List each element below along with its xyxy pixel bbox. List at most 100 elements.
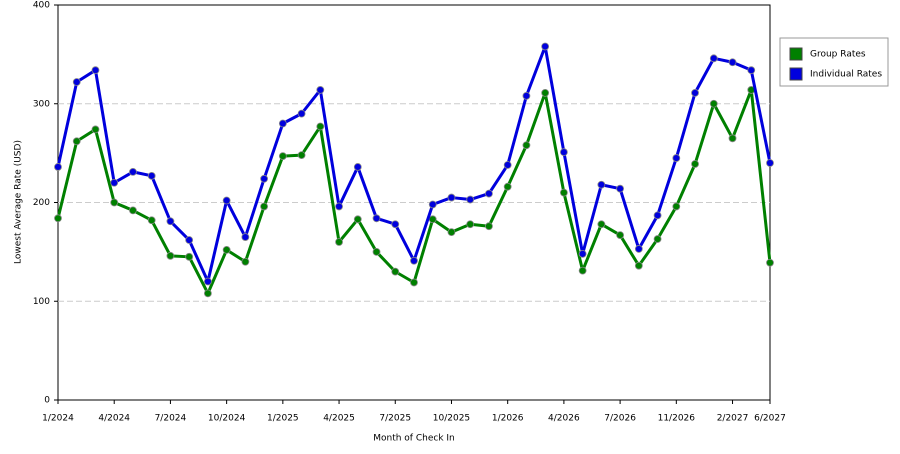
point xyxy=(541,42,550,51)
x-tick-label: 7/2024 xyxy=(155,414,187,424)
point xyxy=(616,231,625,239)
point xyxy=(316,86,325,94)
point xyxy=(278,119,287,128)
x-tick-label: 1/2024 xyxy=(42,414,74,424)
point xyxy=(166,217,175,226)
point xyxy=(691,88,699,97)
x-axis-label: Month of Check In xyxy=(373,434,455,444)
point xyxy=(485,189,493,198)
point xyxy=(316,122,325,131)
point xyxy=(260,174,269,183)
point xyxy=(278,152,287,160)
point xyxy=(766,258,774,267)
y-axis-label: Lowest Average Rate (USD) xyxy=(14,140,24,264)
point xyxy=(597,180,606,189)
point xyxy=(653,211,662,220)
point xyxy=(222,245,231,254)
point xyxy=(634,245,643,253)
point xyxy=(72,137,81,146)
y-tick-label: 300 xyxy=(33,99,50,109)
x-tick-label: 4/2025 xyxy=(323,414,355,424)
point xyxy=(203,277,212,286)
point xyxy=(391,267,400,276)
x-tick-label: 4/2024 xyxy=(98,414,130,424)
x-tick-label: 7/2026 xyxy=(604,414,636,424)
point xyxy=(297,151,306,160)
point xyxy=(147,171,156,180)
point xyxy=(747,66,756,75)
point xyxy=(578,266,587,275)
y-tick-label: 100 xyxy=(33,297,50,307)
point xyxy=(91,125,100,134)
point xyxy=(222,196,231,205)
legend-label: Group Rates xyxy=(810,50,866,60)
point xyxy=(672,154,681,162)
x-tick-label: 4/2026 xyxy=(548,414,580,424)
point xyxy=(129,167,137,176)
x-tick-label: 6/2027 xyxy=(754,414,786,424)
y-tick-label: 400 xyxy=(33,1,50,11)
point xyxy=(428,215,437,224)
point xyxy=(447,193,456,202)
point xyxy=(428,200,437,209)
point xyxy=(410,278,418,287)
point xyxy=(653,235,662,243)
point xyxy=(485,222,493,231)
point xyxy=(91,66,100,75)
point xyxy=(372,214,381,223)
y-tick-label: 200 xyxy=(33,198,50,208)
x-tick-label: 1/2026 xyxy=(492,414,524,424)
point xyxy=(335,238,343,246)
point xyxy=(559,188,568,197)
x-tick-label: 10/2025 xyxy=(433,414,470,424)
point xyxy=(672,202,681,211)
point xyxy=(241,233,250,241)
point xyxy=(260,202,269,211)
x-tick-label: 11/2026 xyxy=(658,414,696,424)
point xyxy=(110,198,119,207)
point xyxy=(297,109,306,118)
point xyxy=(578,249,587,258)
point xyxy=(353,163,362,171)
x-tick-label: 7/2025 xyxy=(379,414,411,424)
point xyxy=(353,215,362,224)
legend-swatch xyxy=(789,67,803,81)
point xyxy=(466,195,475,204)
point xyxy=(503,161,512,169)
point xyxy=(522,91,531,100)
point xyxy=(335,202,343,211)
point xyxy=(503,182,512,191)
point xyxy=(54,163,62,171)
point xyxy=(147,216,156,225)
point xyxy=(185,252,194,261)
y-tick-label: 0 xyxy=(44,396,50,406)
point xyxy=(634,261,643,270)
point xyxy=(129,206,137,215)
point xyxy=(241,257,250,266)
point xyxy=(110,178,119,187)
point xyxy=(709,99,718,108)
point xyxy=(728,58,737,67)
point xyxy=(72,78,81,86)
point xyxy=(203,289,212,298)
point xyxy=(185,236,194,244)
point xyxy=(728,134,737,143)
point xyxy=(447,228,456,237)
x-tick-label: 2/2027 xyxy=(717,414,749,424)
point xyxy=(691,160,699,168)
point xyxy=(54,214,62,223)
point xyxy=(616,184,625,193)
point xyxy=(522,141,531,150)
point xyxy=(709,54,718,63)
point xyxy=(597,220,606,229)
legend-swatch xyxy=(789,47,803,61)
x-tick-label: 1/2025 xyxy=(267,414,299,424)
point xyxy=(372,247,381,256)
point xyxy=(541,88,550,97)
x-tick-label: 10/2024 xyxy=(208,414,246,424)
point xyxy=(466,220,475,229)
point xyxy=(391,220,400,229)
point xyxy=(559,148,568,157)
point xyxy=(766,159,774,167)
